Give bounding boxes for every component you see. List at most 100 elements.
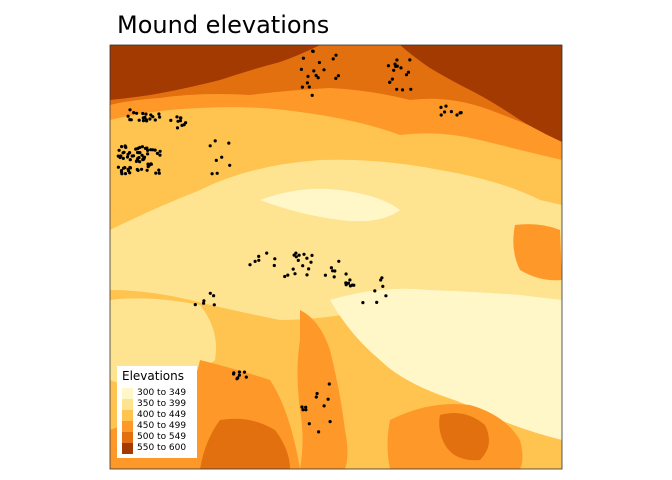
mound-point: [459, 111, 463, 115]
mound-point: [121, 156, 125, 160]
mound-point: [301, 408, 305, 412]
mound-point: [212, 294, 216, 298]
mound-point: [220, 155, 224, 159]
mound-point: [157, 112, 161, 116]
mound-point: [128, 108, 132, 112]
legend-swatch: [122, 410, 133, 421]
mound-point: [329, 266, 333, 270]
mound-point: [138, 145, 142, 150]
mound-point: [286, 273, 290, 277]
mound-point: [310, 253, 314, 257]
mound-point: [175, 126, 180, 130]
mound-point: [123, 172, 128, 176]
mound-point: [116, 154, 120, 158]
mound-point: [283, 274, 287, 279]
mound-point: [265, 251, 269, 255]
mound-point: [304, 405, 308, 409]
mound-point: [242, 370, 247, 374]
legend-item: 550 to 600: [122, 443, 196, 454]
mound-point: [145, 168, 149, 172]
legend-swatch: [122, 388, 133, 399]
mound-point: [336, 74, 340, 78]
mound-point: [328, 420, 332, 424]
mound-point: [305, 256, 309, 260]
mound-point: [400, 88, 405, 92]
mound-point: [395, 58, 399, 62]
mound-point: [202, 301, 206, 305]
legend-label: 300 to 349: [137, 388, 187, 398]
mound-point: [140, 167, 144, 171]
mound-point: [331, 57, 335, 61]
mound-point: [455, 113, 459, 117]
mound-point: [306, 74, 310, 78]
mound-point: [136, 168, 140, 172]
mound-point: [314, 395, 318, 399]
mound-point: [406, 70, 411, 74]
mound-point: [182, 123, 186, 127]
mound-point: [299, 67, 303, 71]
mound-point: [333, 269, 337, 273]
mound-point: [178, 119, 182, 123]
mound-point: [309, 260, 313, 264]
mound-point: [143, 115, 147, 119]
mound-point: [257, 254, 261, 258]
mound-point: [302, 252, 306, 256]
mound-point: [227, 141, 231, 145]
mound-point: [346, 281, 350, 285]
legend-item: 450 to 499: [122, 421, 196, 432]
mound-point: [123, 144, 127, 148]
mound-point: [146, 152, 150, 156]
mound-point: [386, 64, 390, 68]
legend-label: 550 to 600: [137, 443, 187, 453]
legend-label: 350 to 399: [137, 399, 187, 409]
mound-point: [404, 73, 409, 77]
legend-label: 450 to 499: [137, 421, 187, 431]
mound-point: [121, 166, 126, 170]
legend-title: Elevations: [122, 369, 184, 383]
legend: Elevations 300 to 349 350 to 399 400 to …: [117, 366, 197, 458]
mound-point: [208, 144, 212, 148]
mound-point: [344, 272, 348, 276]
mound-point: [348, 284, 352, 288]
legend-item: 500 to 549: [122, 432, 196, 443]
mound-point: [116, 165, 120, 169]
mound-point: [399, 66, 403, 70]
mound-point: [175, 115, 179, 119]
mound-point: [126, 114, 130, 118]
mound-point: [140, 145, 144, 149]
mound-points: [116, 49, 463, 434]
mound-point: [388, 80, 392, 84]
mound-point: [169, 118, 173, 122]
mound-point: [140, 153, 144, 157]
mound-point: [311, 49, 315, 54]
mound-point: [316, 76, 320, 80]
mound-point: [322, 404, 326, 408]
mound-point: [395, 87, 399, 91]
mound-point: [158, 115, 162, 119]
mound-point: [322, 68, 326, 72]
mound-point: [236, 376, 240, 380]
mound-point: [120, 145, 124, 149]
legend-label: 500 to 549: [137, 432, 187, 442]
mound-point: [273, 257, 277, 261]
mound-point: [291, 267, 295, 271]
mound-point: [237, 373, 241, 377]
legend-item: 350 to 399: [122, 399, 196, 410]
mound-point: [144, 112, 148, 116]
mound-point: [158, 149, 162, 153]
mound-point: [392, 68, 396, 72]
mound-point: [253, 259, 257, 263]
mound-point: [272, 263, 276, 268]
mound-point: [379, 278, 383, 282]
mound-point: [137, 151, 141, 155]
mound-point: [293, 272, 297, 276]
mound-point: [153, 118, 157, 122]
mound-point: [193, 303, 197, 307]
mound-point: [149, 113, 153, 117]
mound-point: [439, 113, 443, 117]
mound-point: [443, 110, 447, 114]
mound-point: [352, 283, 356, 287]
mound-point: [141, 111, 145, 116]
mound-point: [147, 163, 151, 168]
mound-point: [157, 171, 161, 175]
